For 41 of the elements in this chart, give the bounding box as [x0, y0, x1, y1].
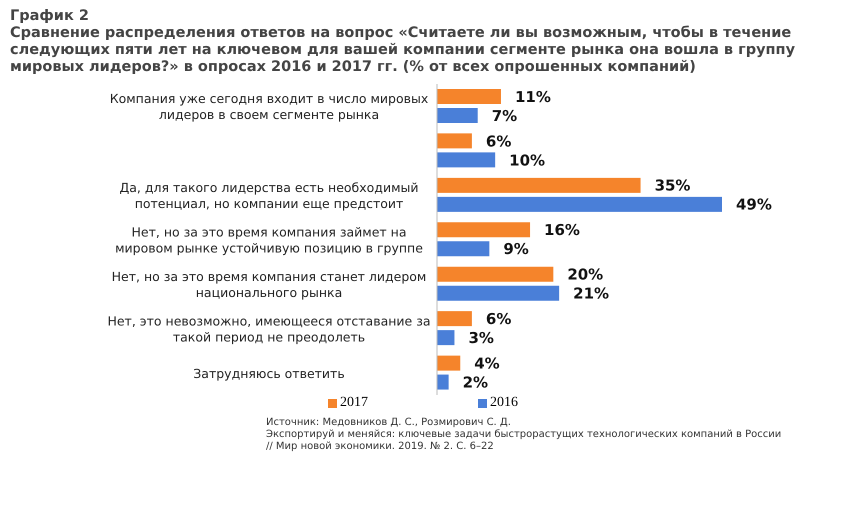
- data-label: 16%: [544, 221, 580, 240]
- y-tick-label: Компания уже сегодня входит в число мировых лидеров в своем сегменте рынка: [110, 90, 428, 122]
- y-tick-label: Нет, но за это время компания займет на мировом рынке устойчивую позицию в группе: [115, 224, 424, 255]
- bar: [437, 330, 454, 346]
- bar: [437, 311, 472, 326]
- bar: [437, 241, 490, 256]
- bar: [437, 266, 554, 282]
- bar: [437, 286, 560, 301]
- bar: [437, 108, 478, 123]
- data-label: 35%: [654, 176, 690, 195]
- data-label: 6%: [486, 310, 512, 328]
- data-label: 11%: [514, 88, 551, 106]
- data-label: 7%: [492, 106, 518, 125]
- legend-label: 2017: [339, 395, 368, 411]
- bar: [437, 222, 530, 238]
- text: Источник: Медовников Д. С., Розмирович С. Д.: [266, 417, 512, 429]
- text: График 2: [10, 8, 90, 25]
- legend-label: 2016: [489, 395, 518, 411]
- bar: [437, 89, 501, 104]
- data-label: 9%: [503, 240, 529, 258]
- data-label: 2%: [462, 373, 488, 392]
- bar: [437, 152, 496, 168]
- data-label: 3%: [468, 328, 494, 347]
- bar: [437, 356, 460, 371]
- data-label: 21%: [573, 284, 610, 303]
- bar: [437, 133, 472, 148]
- data-label: 20%: [567, 266, 604, 284]
- bar: [437, 178, 641, 193]
- data-label: 10%: [509, 151, 546, 170]
- bar: [437, 374, 449, 390]
- y-tick-label: Нет, это невозможно, имеющееся отставание за такой период не преодолеть: [107, 312, 431, 344]
- data-label: 4%: [474, 354, 500, 372]
- chart-subtitle: Сравнение распределения ответов на вопрос «Считаете ли вы возможным, чтобы в течение следующих пяти лет на ключевом для вашей компании сегменте рынка она вошла в группу мировых лидеров?» в опросах 2016 и 2017 гг. (% от всех опрошенных компаний): [10, 25, 796, 76]
- y-tick-label: Нет, но за это время компания станет лидером национального рынка: [112, 268, 426, 300]
- data-label: 49%: [736, 196, 772, 214]
- text: // Мир новой экономики. 2019. № 2. С. 6–22: [266, 441, 495, 453]
- y-tick-label: Да, для такого лидерства есть необходимый потенциал, но компании еще предстоит: [120, 180, 418, 211]
- y-tick-label: Затрудняюсь ответить: [193, 365, 345, 380]
- data-label: 6%: [486, 132, 512, 150]
- text: Экспортируй и меняйся: ключевые задачи быстрорастущих технологических компаний в России: [266, 429, 782, 441]
- bar: [437, 196, 722, 212]
